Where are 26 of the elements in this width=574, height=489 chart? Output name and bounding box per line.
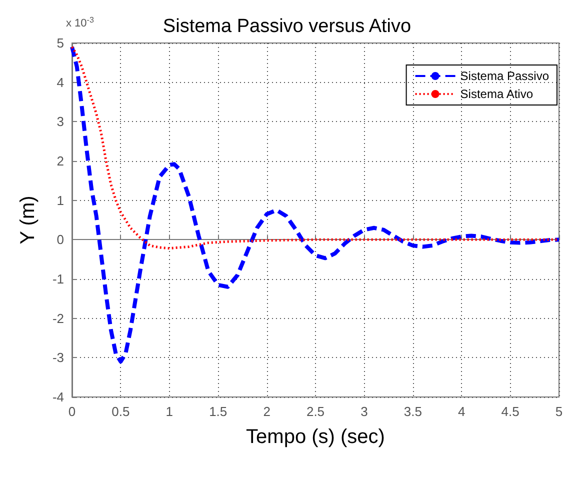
y-tick-label: 0 [56, 232, 64, 248]
y-tick-label: -4 [52, 390, 64, 404]
y-tick-label: 1 [56, 192, 64, 208]
y-tick-label: -2 [52, 310, 64, 326]
legend-label: Sistema Passivo [460, 69, 550, 83]
x-tick-label: 2 [263, 404, 270, 419]
x-tick-label: 3.5 [404, 404, 422, 419]
y-tick-label: 3 [56, 114, 64, 130]
x-tick-label: 0 [68, 404, 76, 419]
x-tick-label: 4 [458, 404, 466, 419]
x-tick-label: 2.5 [306, 404, 325, 419]
y-tick-label: 5 [56, 36, 64, 50]
x-tick-label: 0.5 [112, 404, 130, 419]
y-tick-label: -3 [52, 350, 64, 366]
x-tick-label: 1 [166, 404, 174, 419]
y-tick-label: 4 [56, 74, 64, 90]
x-axis-title: Tempo (s) (sec) [246, 426, 385, 448]
y-axis-title: Y (m) [17, 196, 39, 244]
y-tick-label: -1 [52, 272, 64, 286]
chart-title: Sistema Passivo versus Ativo [162, 16, 412, 37]
x-tick-label: 4.5 [501, 404, 520, 419]
x-tick-label: 1.5 [209, 404, 228, 419]
legend-label: Sistema Ativo [460, 87, 534, 101]
x-tick-label: 5 [555, 404, 563, 419]
y-tick-label: 2 [56, 154, 64, 168]
x-tick-label: 3 [360, 404, 368, 419]
